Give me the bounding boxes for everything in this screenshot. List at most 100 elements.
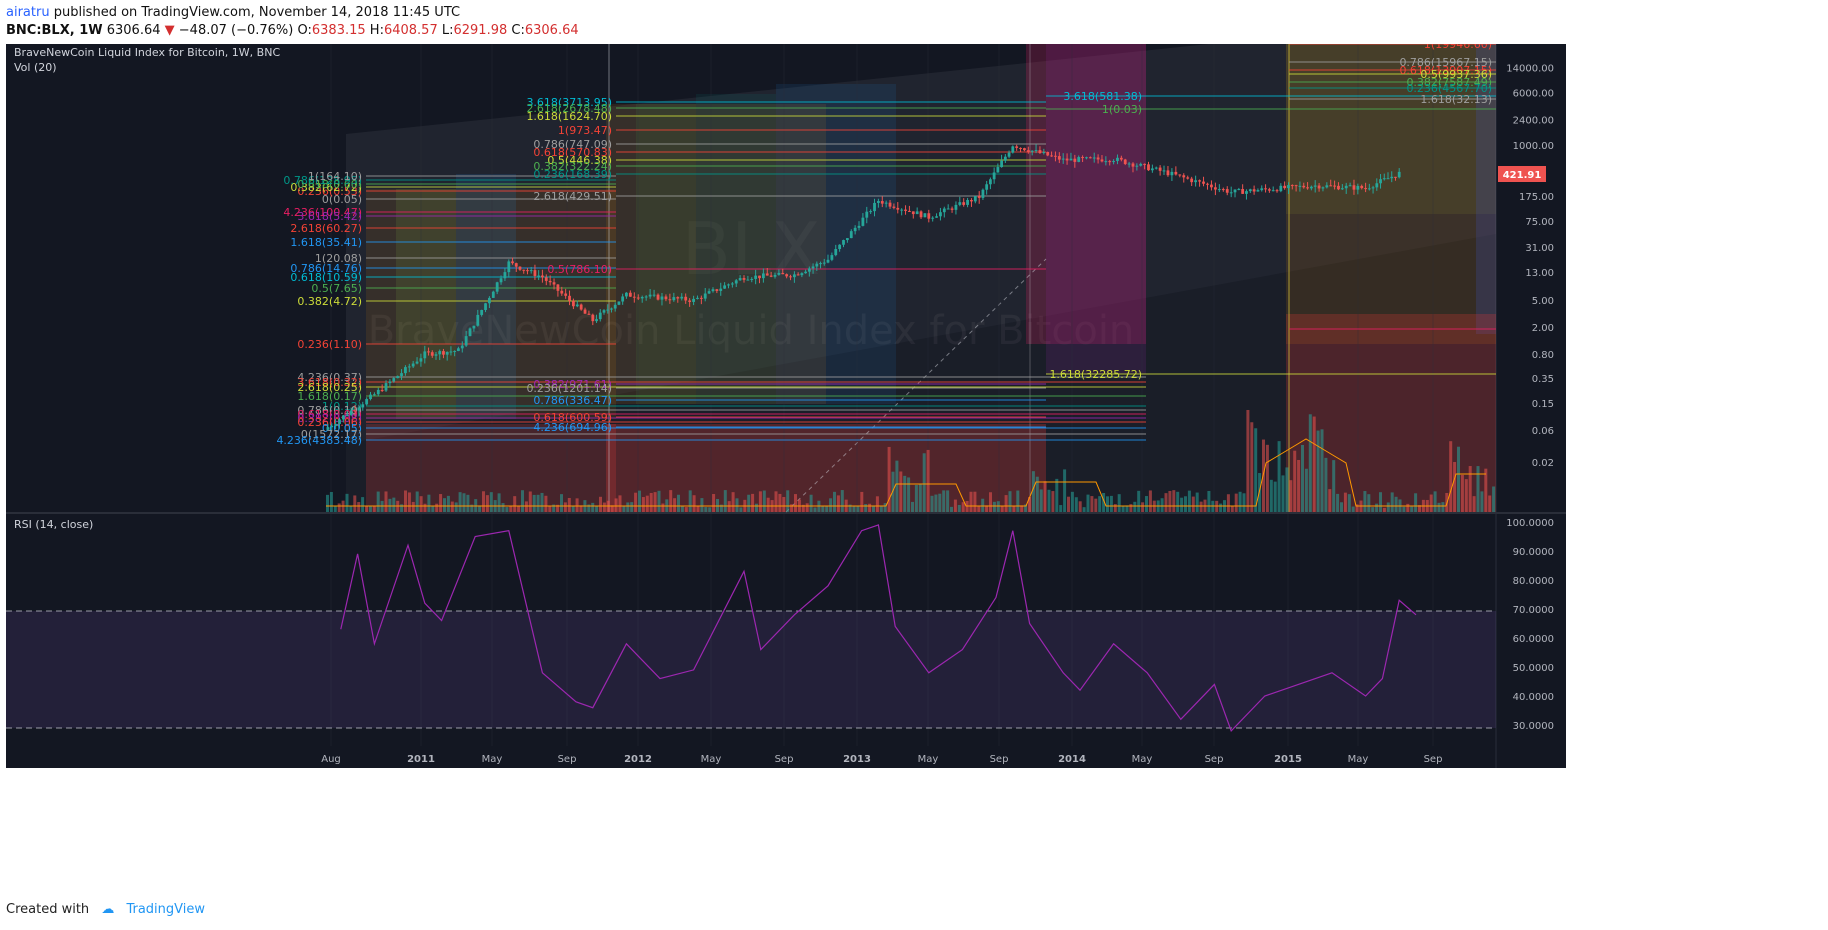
candle-body [1170,171,1174,176]
time-tick-label: 2012 [624,754,652,765]
close-value: 6306.64 [524,23,579,38]
time-tick-label: May [918,754,939,765]
volume-bar [1172,490,1176,512]
volume-bar [1492,486,1496,512]
fib-labels: 0(0.05)0.236(0.53)0.382(62.72)0.618(0.60… [276,38,1492,447]
high-value: 6408.57 [383,23,438,38]
time-tick-label: Sep [1424,754,1443,765]
price-axis[interactable]: 14000.00 6000.00 2400.00 1000.00 175.00 75.00… [1506,64,1554,469]
volume-bar [1293,450,1297,512]
volume-bar [950,506,953,512]
volume-bar [1094,498,1098,512]
volume-bar [911,501,914,512]
candle-body [1394,176,1397,178]
candle-body [727,284,730,286]
candle-body [1186,177,1190,179]
candle-body [981,189,985,198]
tradingview-brand-link[interactable]: TradingView [126,902,205,917]
volume-bar [774,491,778,512]
volume-bar [891,471,895,512]
volume-bar [470,504,474,512]
fib-zone-11 [1286,44,1496,214]
candle-body [564,293,568,296]
volume-bar [914,484,918,512]
candle-body [769,275,773,277]
fib-level-label: 0.382(4.72) [297,295,362,308]
candle-body [1290,185,1294,187]
candle-body [845,238,849,241]
candle-body [1003,156,1007,161]
volume-bar [419,496,423,512]
volume-bar [645,495,649,512]
candle-body [1267,189,1271,191]
rsi-axis[interactable]: 100.0000 90.0000 80.0000 70.0000 60.0000 50.0… [1506,518,1554,732]
volume-bar [1133,501,1137,512]
fib-zone-10 [1286,44,1496,344]
volume-bar [384,491,388,512]
vol-label: Vol (20) [14,61,57,74]
chart-svg[interactable]: BLX BraveNewCoin Liquid Index for Bitcoi… [6,14,1822,896]
volume-bar [1187,490,1191,512]
volume-bar [1340,502,1343,512]
candle-body [587,313,591,315]
fib-level-label: 2.618(60.27) [290,222,362,235]
candle-body [738,278,742,281]
volume-bar [524,501,528,512]
author-link[interactable]: airatru [6,5,50,20]
volume-bar [778,493,782,512]
drawing-zones [330,14,1496,746]
candle-body [684,296,688,301]
volume-bar [400,504,404,512]
candle-body [1162,170,1166,172]
volume-bar [868,503,872,512]
channel-shading [346,14,1496,444]
volume-bar [860,491,864,512]
candle-body [1112,161,1115,163]
fib-level-label: 0.786(336.47) [533,394,612,407]
volume-bar [805,503,809,512]
fib-level-label: 0(1572.17) [301,428,362,441]
candle-body [707,291,711,294]
price-tick-label: 0.02 [1532,458,1554,469]
candle-body [946,208,950,210]
volume-bar [961,502,965,512]
fib-level-label: 3.618(0.32) [297,376,362,389]
candle-body [495,282,499,292]
volume-bar [454,502,458,512]
candle-body [423,351,427,359]
candle-body [636,297,640,299]
volume-bar [353,495,357,512]
volume-bar [942,490,946,512]
candle-body [1210,184,1213,188]
volume-bar [349,506,353,512]
volume-bar [329,492,333,512]
volume-bar [1059,505,1063,512]
candle-body [1088,157,1092,159]
volume-bar [856,505,860,512]
fib-level-label: 1(973.47) [558,124,612,137]
candle-body [992,172,996,180]
volume-bar [1375,503,1379,512]
rsi-tick-label: 80.0000 [1513,576,1554,587]
tradingview-logo-icon[interactable]: ☁ [101,902,115,917]
volume-bar [1176,491,1180,512]
down-arrow-icon: ▼ [164,23,175,38]
volume-bar [501,503,505,512]
chart-area[interactable]: BLX BraveNewCoin Liquid Index for Bitcoi… [6,14,1822,896]
candle-body [1139,163,1143,166]
candle-body [640,296,644,299]
candle-body [923,213,927,218]
volume-bar [953,499,957,512]
volume-bar [1379,492,1382,512]
candle-body [552,282,556,285]
candle-body [1092,157,1096,159]
candle-body [1306,187,1309,189]
time-axis[interactable]: Aug 2011 May Sep 2012 May Sep 2013 May Sep 2014 May… [321,754,1442,765]
candle-body [464,336,468,346]
volume-bar [1386,502,1390,512]
candle-body [568,295,571,301]
candle-body [407,366,411,368]
candle-body [628,292,632,297]
candle-body [1019,147,1022,149]
volume-bar [1297,459,1301,512]
